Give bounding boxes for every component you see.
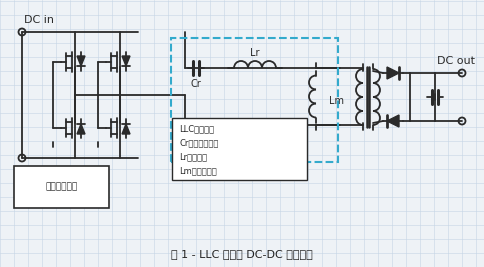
Text: Lr：漏电感: Lr：漏电感	[179, 152, 207, 162]
Polygon shape	[77, 56, 85, 66]
Text: LLC谐振电路: LLC谐振电路	[179, 124, 214, 134]
Text: Cr：谐振电容器: Cr：谐振电容器	[179, 139, 218, 147]
Text: Lm: Lm	[329, 96, 344, 107]
Text: Lm：励磁电感: Lm：励磁电感	[179, 167, 217, 175]
Text: Cr: Cr	[191, 79, 201, 89]
Polygon shape	[122, 56, 130, 66]
Polygon shape	[387, 67, 399, 79]
Text: DC out: DC out	[437, 56, 475, 66]
Text: DC in: DC in	[24, 15, 54, 25]
Text: Lr: Lr	[250, 48, 260, 58]
Bar	[171, 38, 338, 162]
Polygon shape	[122, 124, 130, 134]
Bar	[172, 118, 307, 180]
Bar	[14, 166, 109, 208]
Text: 图 1 - LLC 谐振的 DC-DC 模块电路: 图 1 - LLC 谐振的 DC-DC 模块电路	[171, 249, 313, 259]
Polygon shape	[387, 115, 399, 127]
Text: 开关控制电路: 开关控制电路	[45, 183, 77, 191]
Polygon shape	[77, 124, 85, 134]
